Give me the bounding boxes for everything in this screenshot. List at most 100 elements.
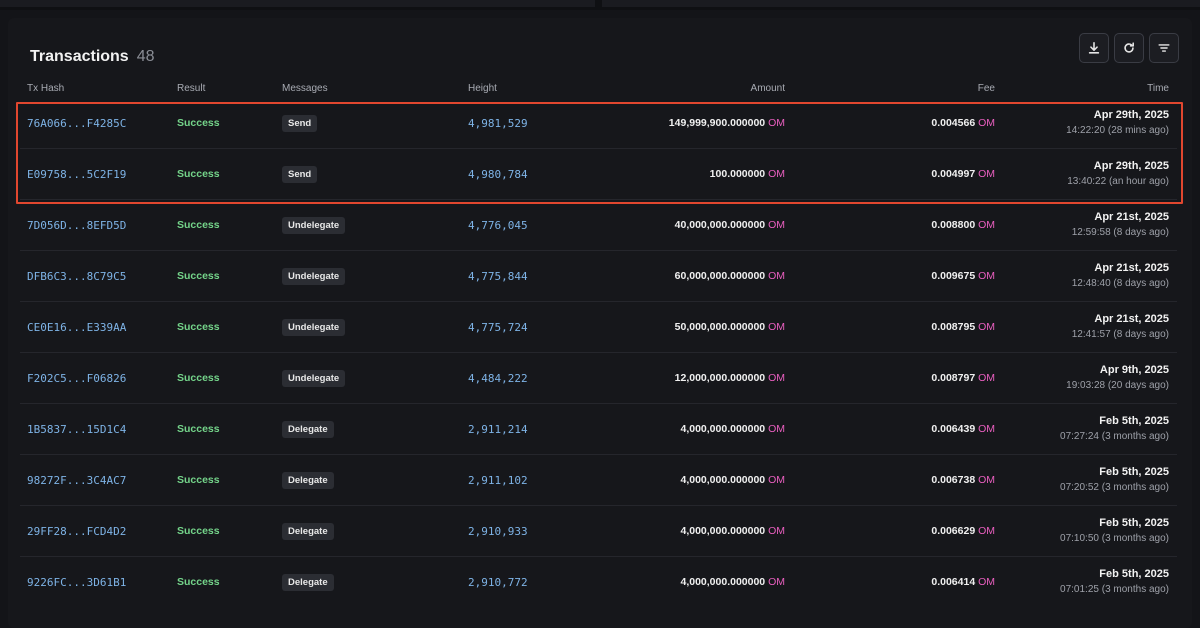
time-cell: Feb 5th, 2025 07:01:25 (3 months ago) — [995, 556, 1177, 607]
page-title: Transactions — [30, 48, 129, 65]
table-row[interactable]: 1B5837...15D1C4 Success Delegate 2,911,214 4… — [20, 403, 1177, 455]
block-height-link[interactable]: 2,911,214 — [468, 403, 588, 455]
time-cell: Apr 9th, 2025 19:03:28 (20 days ago) — [995, 352, 1177, 404]
amount-cell: 4,000,000.000000 OM — [588, 505, 785, 557]
time-cell: Apr 29th, 2025 14:22:20 (28 mins ago) — [995, 98, 1177, 149]
amount-cell: 4,000,000.000000 OM — [588, 556, 785, 607]
tx-hash-link[interactable]: 7D056D...8EFD5D — [20, 199, 177, 251]
tx-hash-link[interactable]: F202C5...F06826 — [20, 352, 177, 404]
table-row[interactable]: 98272F...3C4AC7 Success Delegate 2,911,102 4… — [20, 454, 1177, 506]
amount-value: 60,000,000.000000 — [674, 270, 766, 282]
table-row[interactable]: CE0E16...E339AA Success Undelegate 4,775,72… — [20, 301, 1177, 353]
tx-hash-text[interactable]: E09758...5C2F19 — [27, 167, 127, 181]
column-header-time[interactable]: Time — [1147, 82, 1169, 94]
download-button[interactable] — [1079, 33, 1109, 63]
amount-denom: OM — [768, 270, 785, 282]
tx-hash-link[interactable]: CE0E16...E339AA — [20, 301, 177, 353]
fee-denom: OM — [978, 168, 995, 180]
amount-cell: 60,000,000.000000 OM — [588, 250, 785, 302]
column-header-hash[interactable]: Tx Hash — [27, 82, 65, 94]
tx-time-relative: 07:10:50 (3 months ago) — [1060, 533, 1169, 544]
result-text: Success — [177, 117, 220, 129]
column-header-amount[interactable]: Amount — [750, 82, 785, 94]
amount-denom: OM — [768, 525, 785, 537]
tx-hash-text[interactable]: 98272F...3C4AC7 — [27, 473, 127, 487]
result-status: Success — [177, 556, 282, 607]
amount-denom: OM — [768, 219, 785, 231]
tx-hash-text[interactable]: F202C5...F06826 — [27, 371, 127, 385]
block-height-link[interactable]: 2,910,933 — [468, 505, 588, 557]
table-row[interactable]: 29FF28...FCD4D2 Success Delegate 2,910,933 4… — [20, 505, 1177, 557]
tx-date: Feb 5th, 2025 — [1099, 568, 1169, 580]
block-height-text[interactable]: 4,980,784 — [468, 167, 528, 181]
tx-hash-text[interactable]: DFB6C3...8C79C5 — [27, 269, 127, 283]
amount-value: 4,000,000.000000 — [680, 423, 766, 435]
top-strip-right — [602, 0, 1200, 7]
block-height-link[interactable]: 2,911,102 — [468, 454, 588, 506]
time-cell: Feb 5th, 2025 07:27:24 (3 months ago) — [995, 403, 1177, 455]
block-height-link[interactable]: 4,775,844 — [468, 250, 588, 302]
column-header-fee[interactable]: Fee — [977, 82, 995, 94]
amount-denom: OM — [768, 423, 785, 435]
tx-hash-link[interactable]: 98272F...3C4AC7 — [20, 454, 177, 506]
block-height-link[interactable]: 2,910,772 — [468, 556, 588, 607]
block-height-text[interactable]: 2,910,933 — [468, 524, 528, 538]
filter-button[interactable] — [1149, 33, 1179, 63]
result-text: Success — [177, 525, 220, 537]
tx-hash-link[interactable]: DFB6C3...8C79C5 — [20, 250, 177, 302]
block-height-link[interactable]: 4,981,529 — [468, 98, 588, 149]
block-height-link[interactable]: 4,776,045 — [468, 199, 588, 251]
block-height-text[interactable]: 4,776,045 — [468, 218, 528, 232]
tx-time-relative: 12:48:40 (8 days ago) — [1071, 278, 1169, 289]
amount-value: 50,000,000.000000 — [674, 321, 766, 333]
block-height-link[interactable]: 4,775,724 — [468, 301, 588, 353]
message-type-badge: Delegate — [282, 522, 334, 540]
table-row[interactable]: 9226FC...3D61B1 Success Delegate 2,910,772 4… — [20, 556, 1177, 607]
block-height-text[interactable]: 2,911,214 — [468, 422, 528, 436]
tx-hash-link[interactable]: 76A066...F4285C — [20, 98, 177, 149]
block-height-text[interactable]: 4,775,724 — [468, 320, 528, 334]
tx-hash-text[interactable]: 9226FC...3D61B1 — [27, 575, 127, 589]
result-status: Success — [177, 199, 282, 251]
column-header-result[interactable]: Result — [177, 82, 206, 94]
messages-cell: Delegate — [282, 403, 468, 455]
block-height-link[interactable]: 4,980,784 — [468, 148, 588, 200]
tx-hash-text[interactable]: 1B5837...15D1C4 — [27, 422, 127, 436]
block-height-text[interactable]: 4,484,222 — [468, 371, 528, 385]
amount-value: 4,000,000.000000 — [680, 525, 766, 537]
column-header-height[interactable]: Height — [468, 82, 497, 94]
tx-hash-link[interactable]: 9226FC...3D61B1 — [20, 556, 177, 607]
tx-hash-text[interactable]: CE0E16...E339AA — [27, 320, 127, 334]
block-height-text[interactable]: 2,911,102 — [468, 473, 528, 487]
result-text: Success — [177, 372, 220, 384]
block-height-link[interactable]: 4,484,222 — [468, 352, 588, 404]
tx-hash-text[interactable]: 29FF28...FCD4D2 — [27, 524, 127, 538]
result-status: Success — [177, 98, 282, 149]
table-row[interactable]: 7D056D...8EFD5D Success Undelegate 4,776,04… — [20, 199, 1177, 251]
download-icon — [1088, 41, 1100, 54]
block-height-text[interactable]: 4,981,529 — [468, 116, 528, 130]
tx-hash-link[interactable]: 1B5837...15D1C4 — [20, 403, 177, 455]
block-height-text[interactable]: 2,910,772 — [468, 575, 528, 589]
transactions-table: Tx Hash Result Messages Height Amount Fe… — [20, 78, 1177, 607]
fee-value: 0.008800 — [931, 219, 976, 231]
table-row[interactable]: DFB6C3...8C79C5 Success Undelegate 4,775,84… — [20, 250, 1177, 302]
amount-value: 40,000,000.000000 — [674, 219, 766, 231]
table-row[interactable]: 76A066...F4285C Success Send 4,981,529 149,9… — [20, 98, 1177, 149]
tx-hash-link[interactable]: 29FF28...FCD4D2 — [20, 505, 177, 557]
column-header-messages[interactable]: Messages — [282, 82, 328, 94]
fee-value: 0.004566 — [931, 117, 976, 129]
table-row[interactable]: E09758...5C2F19 Success Send 4,980,784 100.0… — [20, 148, 1177, 200]
tx-hash-text[interactable]: 7D056D...8EFD5D — [27, 218, 127, 232]
block-height-text[interactable]: 4,775,844 — [468, 269, 528, 283]
amount-denom: OM — [768, 168, 785, 180]
result-text: Success — [177, 321, 220, 333]
result-status: Success — [177, 250, 282, 302]
tx-hash-text[interactable]: 76A066...F4285C — [27, 116, 127, 130]
message-type-badge: Send — [282, 165, 318, 183]
table-row[interactable]: F202C5...F06826 Success Undelegate 4,484,22… — [20, 352, 1177, 404]
amount-cell: 40,000,000.000000 OM — [588, 199, 785, 251]
refresh-button[interactable] — [1114, 33, 1144, 63]
tx-hash-link[interactable]: E09758...5C2F19 — [20, 148, 177, 200]
fee-cell: 0.008800 OM — [785, 199, 995, 251]
